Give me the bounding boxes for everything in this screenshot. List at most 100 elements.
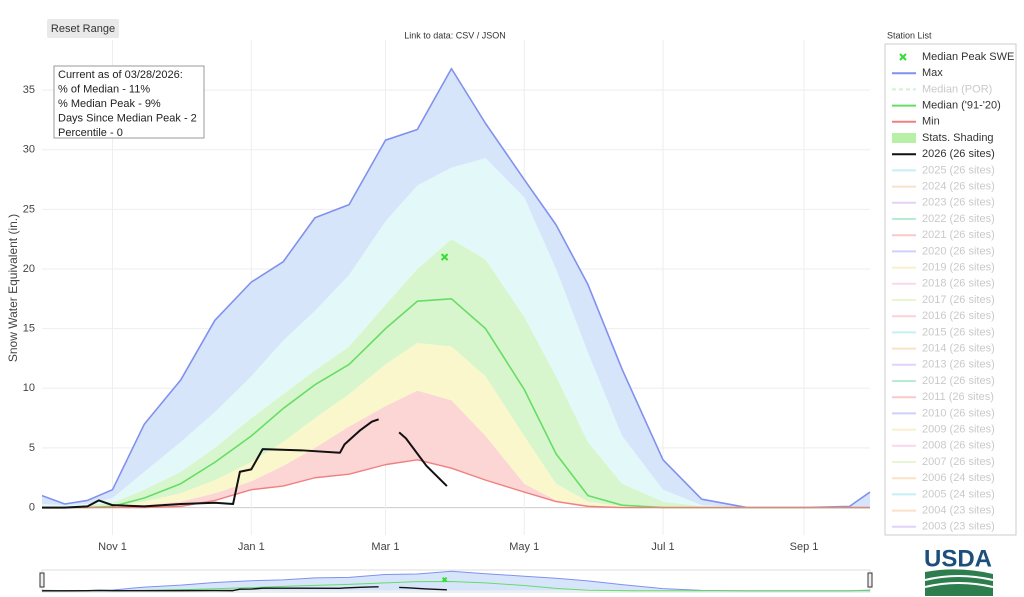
legend-item[interactable]: 2025 (26 sites) [892,164,995,176]
legend-item[interactable]: Median Peak SWE [899,51,1014,63]
legend-label: Median Peak SWE [922,51,1014,63]
logo-stripe [924,582,994,588]
logo-stripe [924,575,994,581]
legend-item[interactable]: 2022 (26 sites) [892,213,995,225]
legend-item[interactable]: 2004 (23 sites) [892,505,995,517]
x-tick-label: May 1 [509,541,539,553]
legend-item[interactable]: 2011 (26 sites) [892,391,994,403]
legend-title: Station List [887,30,932,40]
legend-item[interactable]: 2006 (24 sites) [892,472,995,484]
legend-label: 2021 (26 sites) [922,229,995,241]
legend-label: 2004 (23 sites) [922,505,995,517]
median-peak-marker [441,576,448,583]
stats-band [42,571,870,591]
legend-item[interactable]: 2007 (26 sites) [892,456,995,468]
legend-item[interactable]: 2026 (26 sites) [892,148,995,160]
series-line [41,67,871,509]
logo-text: USDA [924,545,992,572]
series-line [42,459,870,509]
range-handle[interactable] [39,572,45,588]
y-tick-label: 30 [23,144,35,156]
legend-item[interactable]: Stats. Shading [892,132,994,144]
info-line: Current as of 03/28/2026: [58,69,183,81]
main-plot: 0 5 10 15 20 25 30 35 Nov 1 Jan 1 Mar 1 May 1 Jul 1 S… [23,40,871,553]
y-tick-label: 35 [23,84,35,96]
x-tick-label: Sep 1 [790,541,819,553]
y-tick-label: 15 [23,323,35,335]
range-handle[interactable] [867,572,873,588]
legend-label: 2020 (26 sites) [922,245,995,257]
info-box-frame [53,65,205,139]
legend-label: 2017 (26 sites) [922,294,995,306]
legend-item[interactable]: Min [892,116,940,128]
y-tick-label: 0 [29,501,35,513]
stats-band [42,239,870,508]
legend-item[interactable]: 2016 (26 sites) [892,310,995,322]
legend-label: 2011 (26 sites) [922,391,994,403]
stats-band [42,68,870,508]
legend-item[interactable]: 2003 (23 sites) [892,521,995,533]
legend-label: 2007 (26 sites) [922,456,995,468]
legend-label: 2013 (26 sites) [922,359,995,371]
legend-item[interactable]: 2023 (26 sites) [892,197,995,209]
legend-item[interactable]: Median (POR) [892,83,992,95]
legend-label: 2008 (26 sites) [922,440,995,452]
legend-item[interactable]: 2008 (26 sites) [892,440,995,452]
legend-symbol [899,53,907,61]
legend-label: 2009 (26 sites) [922,424,995,436]
legend-label: Median ('91-'20) [922,100,1001,112]
info-line: Percentile - 0 [58,127,123,139]
legend-label: 2024 (26 sites) [922,181,995,193]
legend-label: Max [922,67,943,79]
legend-item[interactable]: 2013 (26 sites) [892,359,995,371]
legend-label: 2022 (26 sites) [922,213,995,225]
legend-label: 2006 (24 sites) [922,472,995,484]
legend-item[interactable]: 2021 (26 sites) [892,229,995,241]
legend-label: Stats. Shading [922,132,994,144]
y-axis-title: Snow Water Equivalent (in.) [6,214,20,362]
legend-label: Median (POR) [922,83,992,95]
stats-band [42,158,870,508]
legend-item[interactable]: 2017 (26 sites) [892,294,995,306]
y-tick-label: 20 [23,263,35,275]
legend-label: 2016 (26 sites) [922,310,995,322]
legend-item[interactable]: Median ('91-'20) [892,100,1001,112]
x-tick-label: Mar 1 [371,541,399,553]
y-tick-label: 5 [29,442,35,454]
legend-item[interactable]: 2012 (26 sites) [892,375,995,387]
legend-label: Min [922,116,940,128]
legend-label: 2019 (26 sites) [922,262,995,274]
legend-symbol [892,133,916,143]
info-line: % Median Peak - 9% [58,98,161,110]
info-box: Current as of 03/28/2026: % of Median - 1… [53,65,205,139]
legend-item[interactable]: 2015 (26 sites) [892,326,995,338]
legend-label: 2014 (26 sites) [922,343,995,355]
legend-box [884,43,1017,536]
legend-item[interactable]: 2019 (26 sites) [892,262,995,274]
legend-item[interactable]: 2018 (26 sites) [892,278,995,290]
legend-item[interactable]: 2009 (26 sites) [892,424,995,436]
legend-label: 2023 (26 sites) [922,197,995,209]
reset-range-button[interactable] [47,19,119,38]
legend-label: 2012 (26 sites) [922,375,995,387]
stats-band [42,342,870,508]
usda-logo: USDA [924,545,994,596]
series-line [42,418,448,509]
stats-band [42,390,870,508]
legend-item[interactable]: 2020 (26 sites) [892,245,995,257]
legend-label: 2015 (26 sites) [922,326,995,338]
reset-range-label[interactable]: Reset Range [51,23,115,35]
legend-label: 2018 (26 sites) [922,278,995,290]
legend-label: 2003 (23 sites) [922,521,995,533]
legend-item[interactable]: 2005 (24 sites) [892,488,995,500]
legend-label: 2025 (26 sites) [922,164,995,176]
legend-item[interactable]: 2010 (26 sites) [892,407,995,419]
x-tick-label: Jul 1 [651,541,674,553]
legend-item[interactable]: 2014 (26 sites) [892,343,995,355]
legend-item[interactable]: 2024 (26 sites) [892,181,995,193]
range-slider-plot [41,570,871,592]
data-link[interactable]: Link to data: CSV / JSON [404,30,506,40]
legend-item[interactable]: Max [892,67,943,79]
